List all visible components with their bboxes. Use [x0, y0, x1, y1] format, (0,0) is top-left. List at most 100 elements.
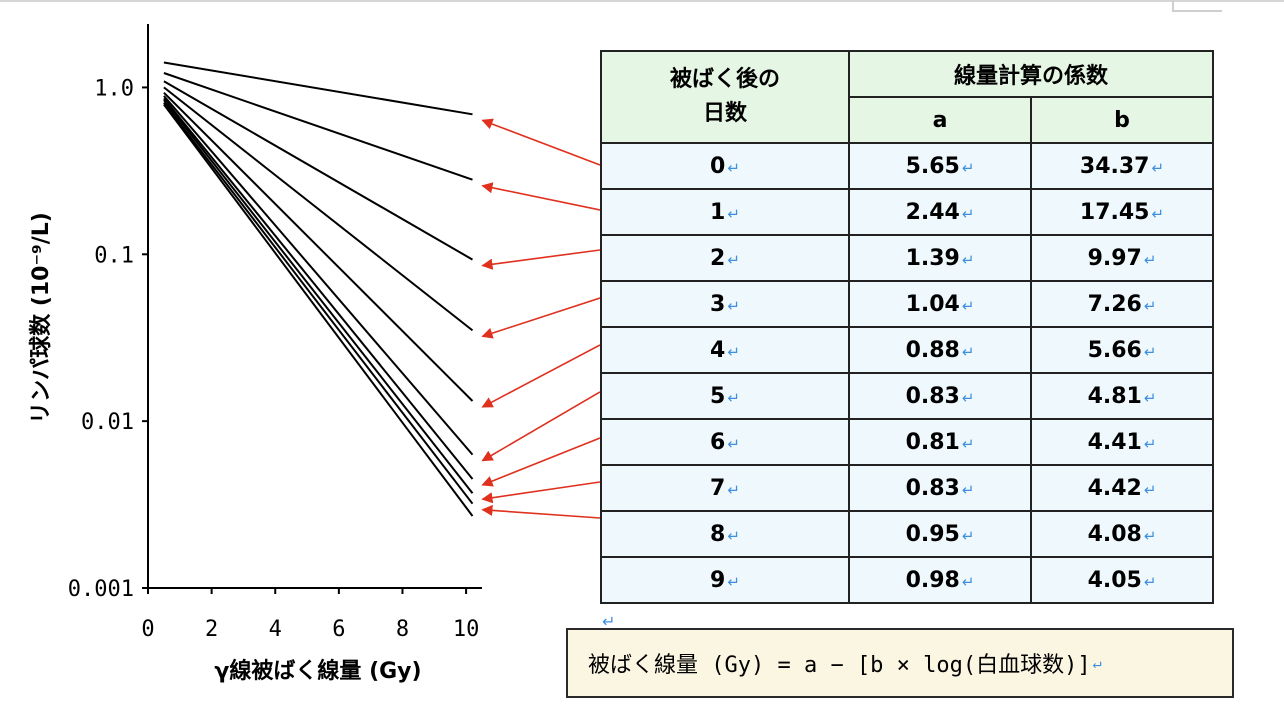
paragraph-mark-icon: ↵: [1143, 434, 1157, 453]
header-a: a: [848, 96, 1032, 144]
paragraph-mark-icon: ↵: [727, 572, 740, 591]
series-line-day-8: [163, 102, 474, 505]
paragraph-mark-icon: ↵: [961, 572, 975, 591]
cell-b: 9.97 ↵: [1030, 234, 1214, 282]
cell-day: 7 ↵: [600, 464, 850, 512]
cell-a: 0.95 ↵: [848, 510, 1032, 558]
table-row: 7 ↵ 0.83 ↵ 4.42 ↵: [600, 464, 1214, 512]
coefficient-table: 被ばく後の 日数 線量計算の係数 a b 0 ↵ 5.65 ↵ 34.37 ↵ 1 ↵ 2.44…: [600, 50, 1214, 604]
pointer-arrow: [481, 344, 600, 408]
table-row: 4 ↵ 0.88 ↵ 5.66 ↵: [600, 326, 1214, 374]
table-row: 3 ↵ 1.04 ↵ 7.26 ↵: [600, 280, 1214, 328]
header-coefficient: 線量計算の係数: [848, 50, 1214, 98]
cell-a-value: 0.95: [905, 521, 960, 547]
chart-ticks: 1.0 0.1 0.01 0.001 0 2 4 6 8 10: [68, 76, 480, 642]
cell-b: 4.41 ↵: [1030, 418, 1214, 466]
cell-a-value: 2.44: [905, 199, 960, 225]
table-row: 1 ↵ 2.44 ↵ 17.45 ↵: [600, 188, 1214, 236]
cell-b-value: 17.45: [1079, 199, 1150, 225]
cell-a-value: 1.39: [905, 245, 960, 271]
cell-day: 4 ↵: [600, 326, 850, 374]
cell-day-value: 4: [710, 337, 726, 363]
series-line-day-3: [163, 86, 474, 332]
pointer-arrow: [481, 182, 600, 211]
cell-day: 9 ↵: [600, 556, 850, 604]
cell-b: 17.45 ↵: [1030, 188, 1214, 236]
paragraph-mark-icon: ↵: [961, 204, 975, 223]
x-tick-label: 4: [269, 617, 282, 642]
paragraph-mark-icon: ↵: [1143, 250, 1157, 269]
header-days-line2: 日数: [702, 101, 747, 126]
cell-a-value: 0.83: [905, 475, 960, 501]
table-row: 0 ↵ 5.65 ↵ 34.37 ↵: [600, 142, 1214, 190]
paragraph-mark-icon: ↵: [727, 250, 740, 269]
cell-a: 0.81 ↵: [848, 418, 1032, 466]
x-tick-label: 10: [453, 617, 480, 642]
paragraph-mark-icon: ↵: [727, 296, 740, 315]
table-row: 8 ↵ 0.95 ↵ 4.08 ↵: [600, 510, 1214, 558]
cell-b-value: 7.26: [1087, 291, 1142, 317]
cell-a-value: 0.98: [905, 567, 960, 593]
series-line-day-6: [163, 97, 474, 480]
y-tick-label: 1.0: [94, 76, 134, 101]
table-row: 5 ↵ 0.83 ↵ 4.81 ↵: [600, 372, 1214, 420]
paragraph-mark-icon: ↵: [961, 526, 975, 545]
cell-b-value: 34.37: [1079, 153, 1150, 179]
x-axis-title: γ線被ばく線量 (Gy): [214, 658, 421, 684]
pointer-arrow: [481, 481, 600, 504]
cell-b-value: 5.66: [1087, 337, 1142, 363]
y-tick-label: 0.001: [68, 577, 134, 602]
cell-a: 5.65 ↵: [848, 142, 1032, 190]
paragraph-mark-icon: ↵: [727, 204, 740, 223]
table-row: 2 ↵ 1.39 ↵ 9.97 ↵: [600, 234, 1214, 282]
cell-a: 1.04 ↵: [848, 280, 1032, 328]
paragraph-mark-icon: ↵: [1151, 204, 1165, 223]
cell-day: 1 ↵: [600, 188, 850, 236]
x-tick-label: 0: [141, 617, 154, 642]
paragraph-mark-icon: ↵: [961, 250, 975, 269]
cell-a: 0.83 ↵: [848, 372, 1032, 420]
cell-day-value: 9: [710, 567, 726, 593]
pointer-arrow: [481, 249, 600, 270]
paragraph-mark-icon: ↵: [961, 480, 975, 499]
paragraph-mark-icon: ↵: [1143, 296, 1157, 315]
cell-b: 4.05 ↵: [1030, 556, 1214, 604]
paragraph-mark-icon: ↵: [602, 612, 616, 631]
paragraph-mark-icon: ↵: [961, 388, 975, 407]
cell-day: 0 ↵: [600, 142, 850, 190]
cell-b: 4.08 ↵: [1030, 510, 1214, 558]
paragraph-mark-icon: ↵: [727, 388, 740, 407]
coefficient-table-wrap: 被ばく後の 日数 線量計算の係数 a b 0 ↵ 5.65 ↵ 34.37 ↵ 1 ↵ 2.44…: [600, 50, 1214, 604]
paragraph-mark-icon: ↵: [1143, 480, 1157, 499]
cell-day: 3 ↵: [600, 280, 850, 328]
cell-day-value: 3: [710, 291, 726, 317]
cell-a: 0.83 ↵: [848, 464, 1032, 512]
y-axis-title: リンパ球数 (10⁻⁹/L): [28, 212, 54, 424]
pointer-arrow: [481, 391, 600, 462]
table-row: 9 ↵ 0.98 ↵ 4.05 ↵: [600, 556, 1214, 604]
cell-b: 7.26 ↵: [1030, 280, 1214, 328]
y-tick-label: 0.1: [94, 243, 134, 268]
cell-b-value: 4.05: [1087, 567, 1142, 593]
cell-day-value: 0: [710, 153, 726, 179]
cell-b: 5.66 ↵: [1030, 326, 1214, 374]
chart-arrows: [481, 118, 600, 519]
paragraph-mark-icon: ↵: [1143, 388, 1157, 407]
series-line-day-4: [163, 91, 474, 402]
cell-b-value: 4.42: [1087, 475, 1142, 501]
paragraph-mark-icon: ↵: [961, 158, 975, 177]
pointer-arrow: [481, 504, 600, 519]
cell-a: 0.98 ↵: [848, 556, 1032, 604]
cell-a-value: 5.65: [905, 153, 960, 179]
cell-day: 2 ↵: [600, 234, 850, 282]
header-days: 被ばく後の 日数: [600, 50, 850, 144]
paragraph-mark-icon: ↵: [1092, 654, 1102, 672]
cell-day-value: 7: [710, 475, 726, 501]
chart-series: [163, 61, 474, 517]
cell-day-value: 6: [710, 429, 726, 455]
cell-day-value: 8: [710, 521, 726, 547]
pointer-arrow: [481, 297, 600, 339]
paragraph-mark-icon: ↵: [1143, 572, 1157, 591]
cell-a: 2.44 ↵: [848, 188, 1032, 236]
pointer-arrow: [481, 437, 600, 487]
